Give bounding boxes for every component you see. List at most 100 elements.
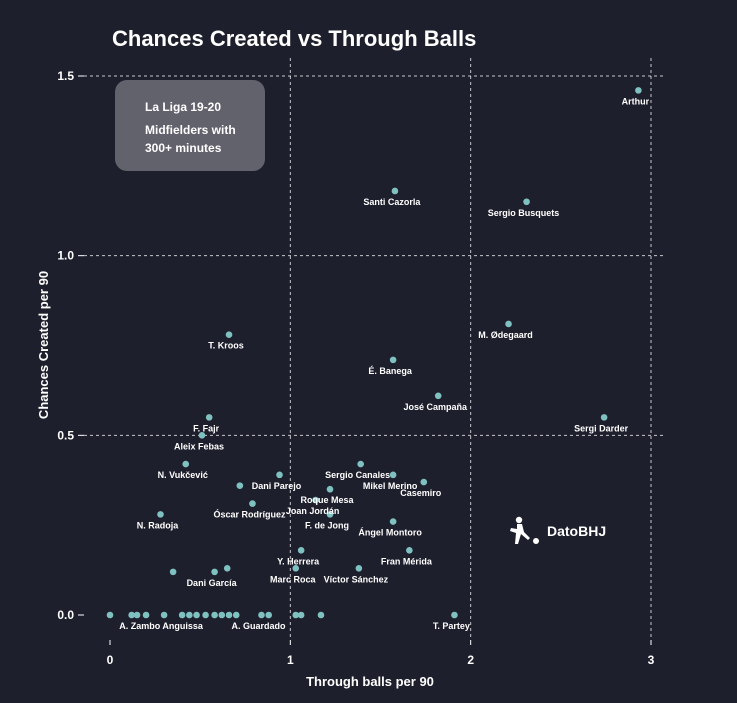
data-label-4: T. Kroos [208, 341, 244, 351]
data-label-47: T. Partey [433, 621, 470, 631]
brand-name: DatoBHJ [547, 523, 606, 539]
data-point-5 [389, 356, 397, 364]
data-point-47 [451, 611, 458, 619]
data-point-33 [160, 611, 168, 619]
data-label-21: Ángel Montoro [358, 528, 422, 538]
data-label-23: Fran Mérida [381, 556, 433, 566]
data-label-14: Casemiro [400, 488, 442, 498]
x-tick-label-2: 2 [467, 653, 474, 667]
data-point-20 [326, 511, 334, 518]
data-point-41 [232, 611, 240, 619]
data-label-11: Sergio Canales [325, 470, 390, 480]
data-point-43 [265, 611, 272, 619]
data-point-10 [182, 460, 190, 468]
data-point-26 [223, 564, 231, 572]
data-point-12 [389, 471, 397, 479]
data-label-42: A. Guardado [231, 621, 286, 631]
x-tick-label-1: 1 [287, 653, 294, 667]
data-label-12: Mikel Merino [363, 481, 418, 491]
data-labels: Arthur Santi Cazorla Sergio Busquets M. Øde… [119, 96, 649, 631]
grid-lines [84, 58, 666, 640]
data-label-3: M. Ødegaard [478, 330, 533, 340]
data-label-2: Sergio Busquets [488, 208, 560, 218]
brand-logo: DatoBHJ [510, 516, 606, 544]
data-point-39 [218, 611, 226, 619]
data-label-28: Víctor Sánchez [324, 574, 389, 584]
data-label-18: Óscar Rodríguez [213, 509, 286, 520]
data-point-14 [420, 478, 428, 486]
data-point-23 [406, 547, 413, 554]
data-label-15: Roque Mesa [300, 495, 354, 505]
data-point-19 [157, 511, 164, 518]
data-label-33: A. Zambo Anguissa [119, 621, 204, 631]
data-point-9 [198, 432, 206, 439]
data-point-18 [249, 500, 256, 507]
info-box: La Liga 19-20 Midfielders with 300+ minu… [115, 80, 265, 171]
data-point-42 [258, 611, 265, 619]
data-point-34 [178, 611, 186, 619]
data-label-6: José Campaña [403, 402, 468, 412]
data-label-7: Sergi Darder [574, 423, 629, 433]
data-label-19: N. Radoja [137, 520, 180, 530]
data-point-1 [391, 187, 399, 195]
data-point-11 [357, 460, 364, 468]
y-tick-label-3: 1.5 [57, 69, 74, 83]
data-label-27: Marc Roca [270, 574, 317, 584]
y-axis-label: Chances Created per 90 [36, 271, 51, 419]
data-label-24: Dani García [187, 578, 238, 588]
data-point-37 [202, 611, 209, 619]
footballer-icon [510, 516, 539, 544]
data-point-6 [434, 392, 442, 400]
info-box-background [115, 80, 265, 171]
info-box-line-2: Midfielders with [145, 123, 236, 137]
y-tick-label-1: 0.5 [57, 428, 74, 442]
data-point-8 [205, 414, 213, 421]
data-point-17 [312, 496, 319, 504]
data-point-13 [276, 471, 283, 479]
y-tick-label-2: 1.0 [57, 249, 74, 263]
data-point-44 [292, 611, 300, 619]
data-point-46 [317, 611, 325, 619]
data-point-25 [169, 568, 177, 576]
y-tick-label-0: 0.0 [57, 608, 74, 622]
data-point-0 [635, 87, 642, 94]
data-label-1: Santi Cazorla [363, 197, 421, 207]
x-tick-label-3: 3 [648, 653, 655, 667]
data-point-31 [133, 611, 141, 619]
data-label-20: F. de Jong [305, 520, 349, 530]
axis-ticks: 0 1 2 3 0.0 0.5 1.0 1.5 [57, 69, 654, 667]
data-label-9: Aleix Febas [174, 441, 224, 451]
data-point-27 [292, 564, 300, 572]
data-label-17: Joan Jordán [286, 506, 340, 516]
data-point-30 [128, 611, 135, 619]
x-tick-label-0: 0 [107, 653, 114, 667]
data-point-38 [211, 611, 218, 619]
x-axis-label: Through balls per 90 [306, 674, 434, 689]
data-point-36 [193, 611, 200, 619]
data-point-24 [211, 568, 218, 576]
data-label-5: É. Banega [368, 366, 413, 376]
data-point-7 [600, 414, 608, 421]
data-point-29 [106, 611, 114, 619]
data-point-32 [142, 611, 150, 619]
data-point-15 [326, 485, 334, 493]
data-point-40 [225, 611, 233, 619]
data-label-0: Arthur [622, 96, 650, 106]
data-label-8: F. Fajr [193, 423, 220, 433]
data-label-22: Y. Herrera [277, 556, 320, 566]
data-label-13: Dani Parejo [252, 481, 302, 491]
data-point-21 [389, 518, 397, 525]
data-point-3 [505, 320, 512, 328]
data-point-45 [297, 611, 305, 619]
data-label-10: N. Vukčević [158, 470, 208, 480]
chart-title: Chances Created vs Through Balls [112, 26, 476, 51]
data-point-2 [523, 198, 530, 206]
data-point-28 [355, 564, 363, 572]
info-box-line-1: La Liga 19-20 [145, 100, 221, 114]
data-point-4 [225, 331, 233, 339]
info-box-line-3: 300+ minutes [145, 141, 222, 155]
data-point-22 [297, 547, 305, 554]
data-points [106, 87, 642, 619]
data-point-35 [186, 611, 193, 619]
